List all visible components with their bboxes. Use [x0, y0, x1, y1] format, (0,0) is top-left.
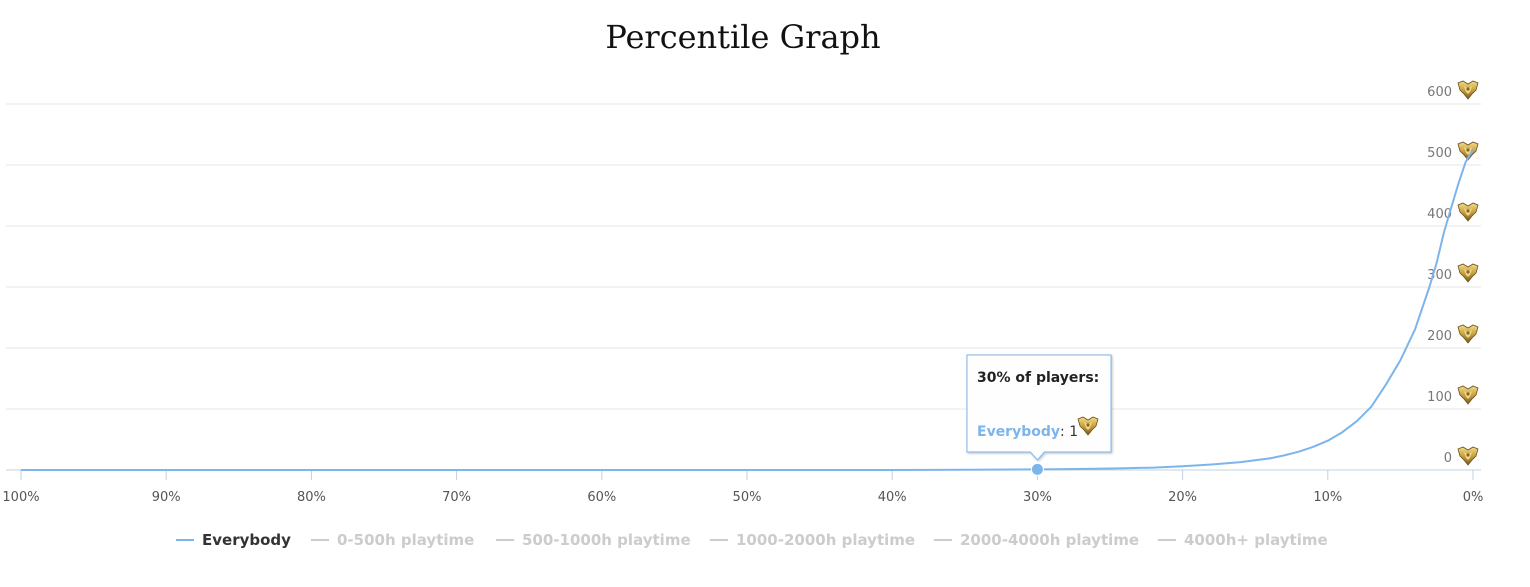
x-tick-label: 30%: [1023, 490, 1052, 505]
y-tick-label: 0: [1444, 451, 1452, 466]
x-tick-label: 80%: [297, 490, 326, 505]
x-tick-label: 40%: [878, 490, 907, 505]
tooltip-series-name: Everybody: [977, 424, 1060, 440]
trophy-icon: [1457, 80, 1479, 100]
chart-title: Percentile Graph: [605, 18, 880, 56]
trophy-icon: [1457, 202, 1479, 222]
grid-lines: [6, 103, 1481, 471]
legend-item-2000-4000h-playtime[interactable]: 2000-4000h playtime: [934, 531, 1139, 549]
x-tick-label: 70%: [442, 490, 471, 505]
trophy-icon: [1457, 263, 1479, 283]
tooltip-box: [966, 354, 1112, 461]
y-tick-label: 100: [1427, 390, 1452, 405]
x-tick-label: 20%: [1168, 490, 1197, 505]
x-tick-label: 0%: [1463, 490, 1484, 505]
trophy-icon: [1457, 324, 1479, 344]
x-tick-label: 60%: [587, 490, 616, 505]
x-tick-label: 90%: [152, 490, 181, 505]
x-tick-label: 10%: [1313, 490, 1342, 505]
legend-label: 2000-4000h playtime: [960, 531, 1139, 549]
legend-item-4000h-playtime[interactable]: 4000h+ playtime: [1158, 531, 1328, 549]
x-tick-label: 50%: [733, 490, 762, 505]
series-lines: [21, 149, 1474, 471]
tooltip: 30% of players: Everybody: 1: [966, 354, 1112, 476]
tooltip-separator: :: [1060, 424, 1069, 440]
series-line-everybody: [21, 149, 1474, 471]
x-tick-label: 100%: [2, 490, 39, 505]
y-tick-label: 500: [1427, 146, 1452, 161]
legend-label: 4000h+ playtime: [1184, 531, 1328, 549]
x-axis: 100% 90% 80% 70% 60% 50% 40% 30% 20% 10% 0%: [2, 470, 1483, 505]
legend-item-0-500h-playtime[interactable]: 0-500h playtime: [311, 531, 474, 549]
y-tick-label: 400: [1427, 207, 1452, 222]
legend-label: 1000-2000h playtime: [736, 531, 915, 549]
tooltip-value-row: Everybody: 1: [977, 424, 1078, 440]
legend-item-500-1000h-playtime[interactable]: 500-1000h playtime: [496, 531, 691, 549]
tooltip-header: 30% of players:: [977, 370, 1099, 386]
legend-item-1000-2000h-playtime[interactable]: 1000-2000h playtime: [710, 531, 915, 549]
legend: Everybody 0-500h playtime 500-1000h playti…: [176, 531, 1328, 549]
legend-label: 0-500h playtime: [337, 531, 474, 549]
y-tick-label: 600: [1427, 85, 1452, 100]
trophy-icon: [1457, 385, 1479, 405]
legend-item-everybody[interactable]: Everybody: [176, 531, 291, 549]
legend-label: Everybody: [202, 531, 291, 549]
y-tick-label: 200: [1427, 329, 1452, 344]
tooltip-value: 1: [1069, 424, 1078, 440]
legend-label: 500-1000h playtime: [522, 531, 691, 549]
hover-point[interactable]: [1030, 462, 1044, 476]
trophy-icon: [1457, 446, 1479, 466]
